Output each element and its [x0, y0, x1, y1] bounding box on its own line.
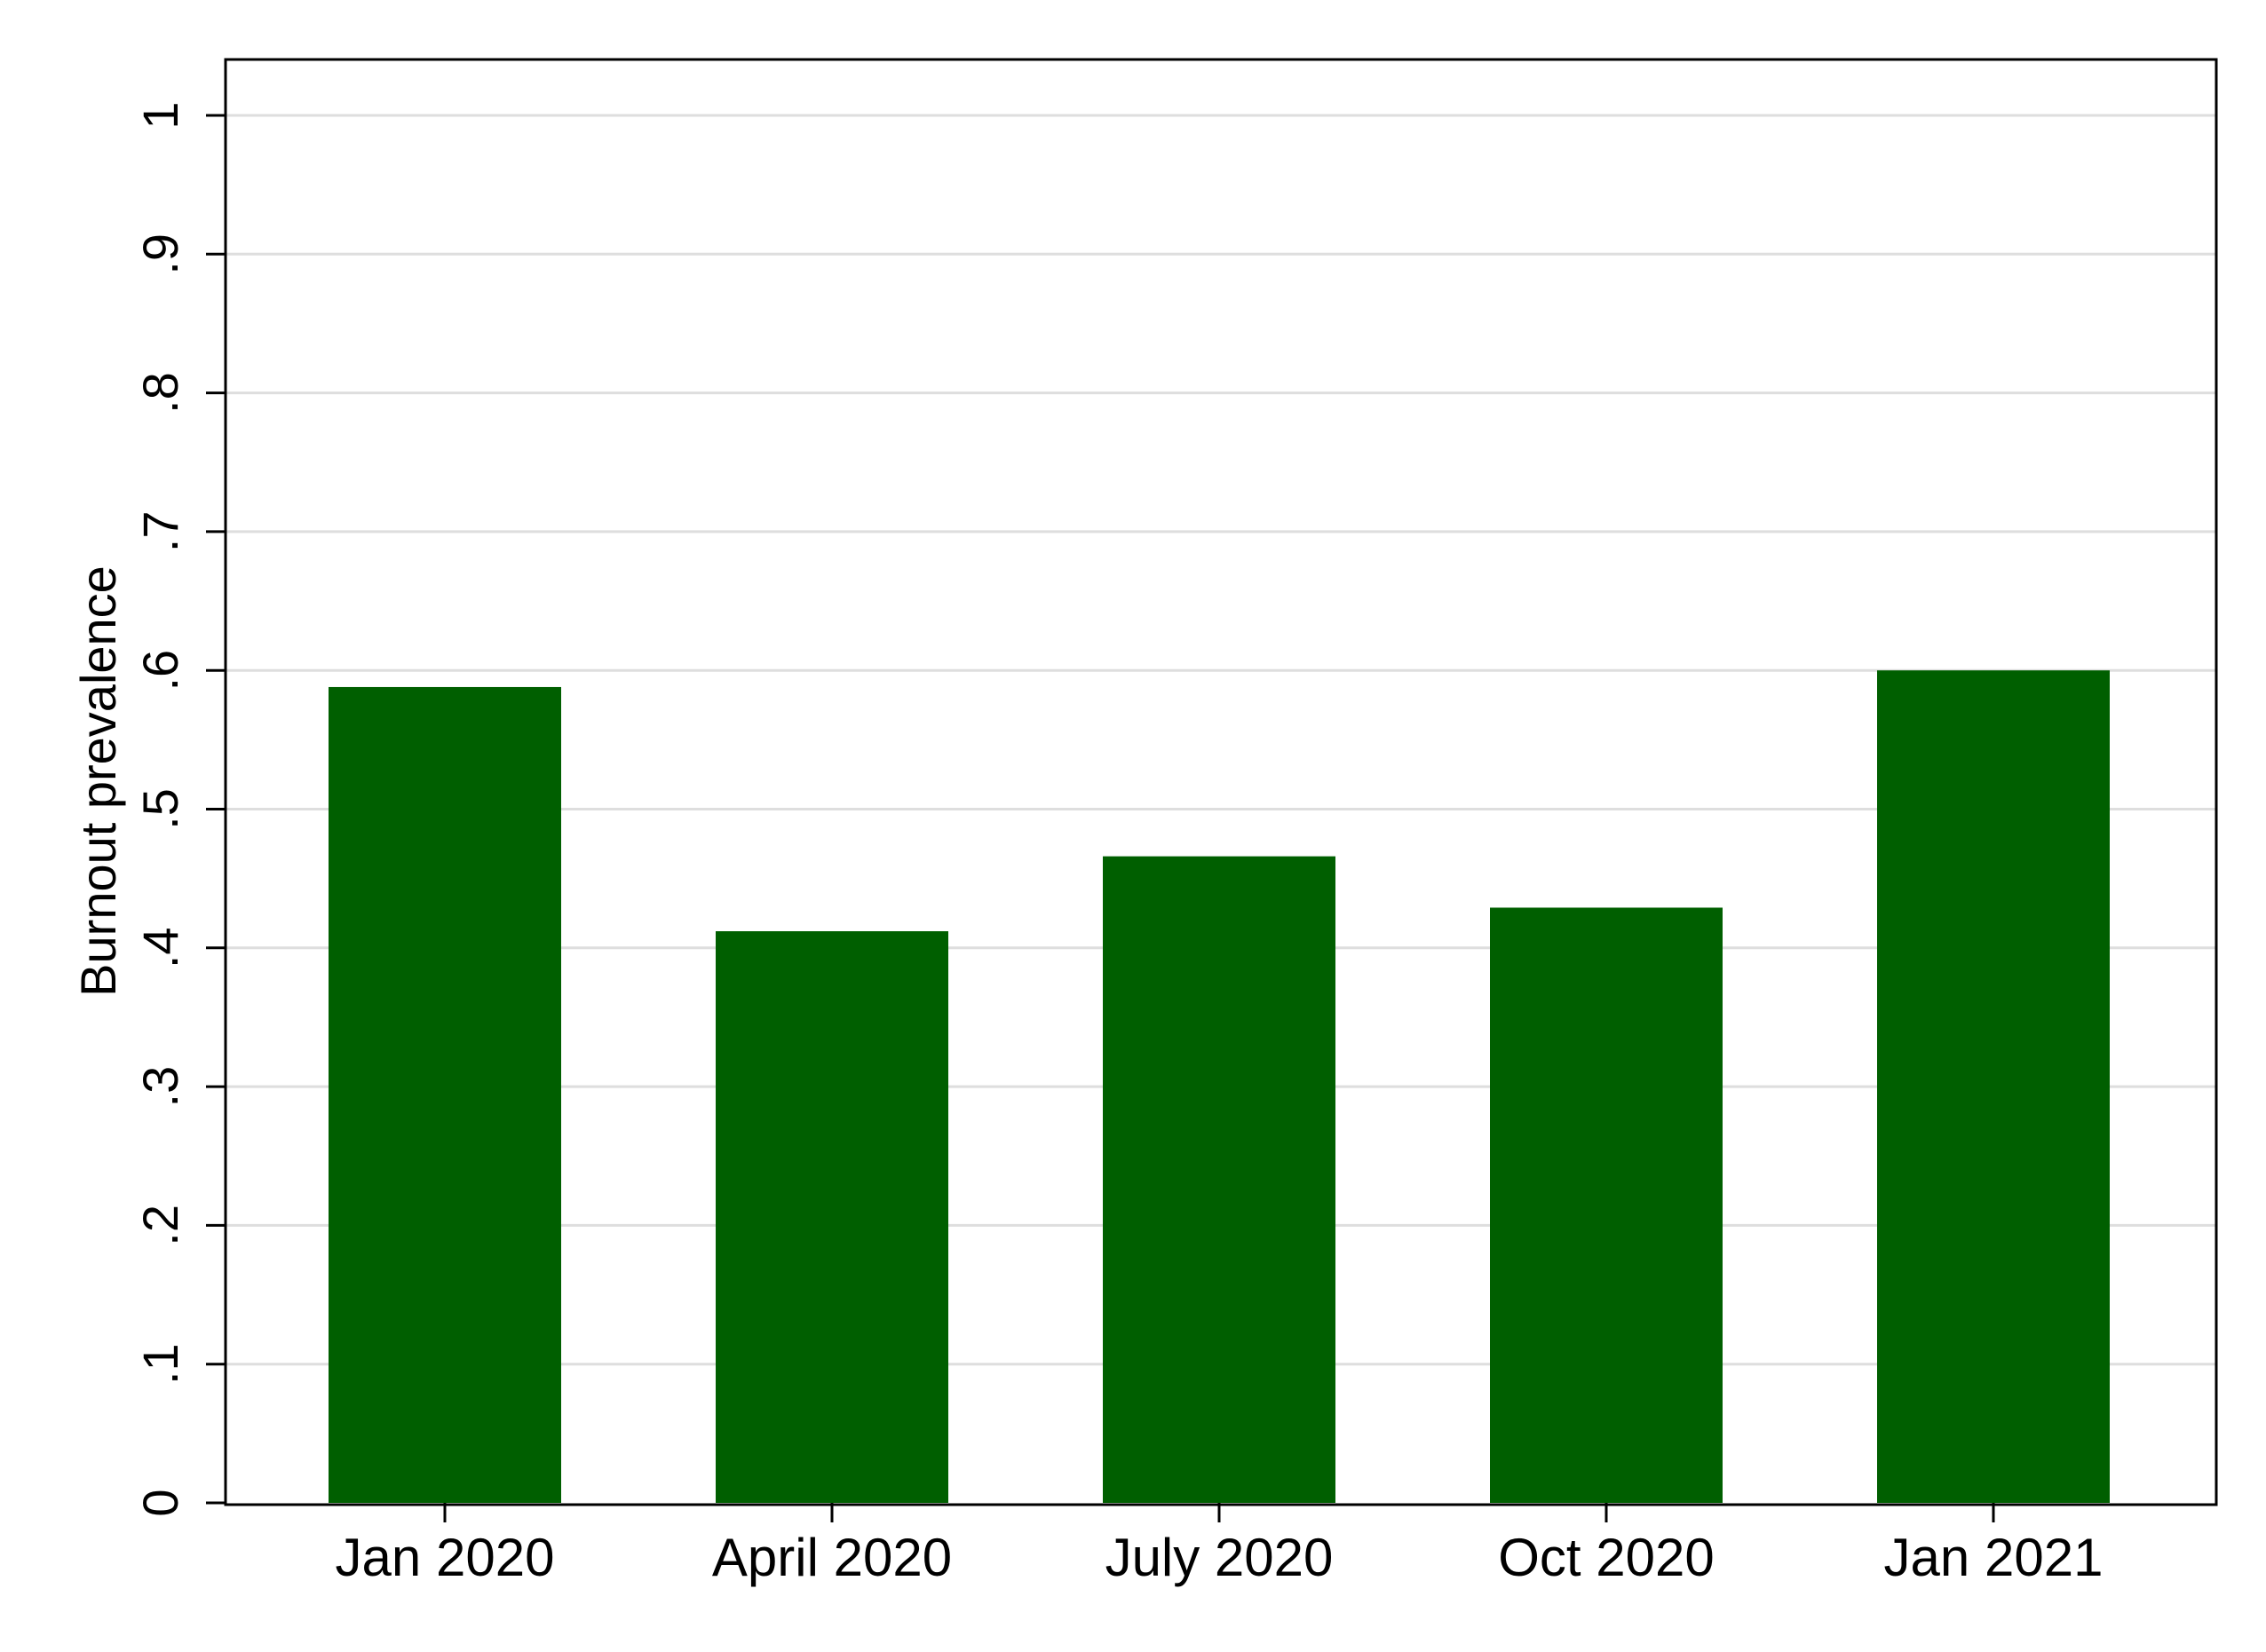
x-axis-ticks: Jan 2020 April 2020 July 2020 Oct 2020 Jan 2… — [336, 1503, 2104, 1587]
y-axis-label: Burnout prevalence — [70, 565, 126, 997]
bar — [1103, 856, 1335, 1503]
y-tick-label: .3 — [132, 1066, 188, 1108]
y-tick-label: 1 — [132, 101, 188, 129]
x-tick-label: Jan 2020 — [336, 1528, 555, 1587]
y-tick-label: .1 — [132, 1343, 188, 1385]
bar — [1490, 907, 1723, 1503]
x-tick-label: Jan 2021 — [1884, 1528, 2104, 1587]
plot-frame — [224, 58, 2218, 1506]
x-tick-label: April 2020 — [712, 1528, 952, 1587]
y-tick-label: .6 — [132, 650, 188, 692]
y-tick-label: .8 — [132, 372, 188, 414]
y-tick-label: .7 — [132, 511, 188, 553]
bar — [1877, 670, 2110, 1503]
y-tick-label: .4 — [132, 927, 188, 968]
x-tick-label: July 2020 — [1105, 1528, 1334, 1587]
x-tick-label: Oct 2020 — [1498, 1528, 1715, 1587]
y-tick-label: .2 — [132, 1205, 188, 1246]
y-tick-label: .5 — [132, 788, 188, 830]
bar — [329, 686, 561, 1503]
y-tick-label: 0 — [132, 1489, 188, 1516]
y-tick-label: .9 — [132, 233, 188, 275]
bar — [716, 931, 948, 1503]
y-axis-ticks: 0 .1 .2 .3 .4 .5 .6 .7 .8 .9 1 — [132, 101, 226, 1517]
bars — [329, 670, 2110, 1503]
